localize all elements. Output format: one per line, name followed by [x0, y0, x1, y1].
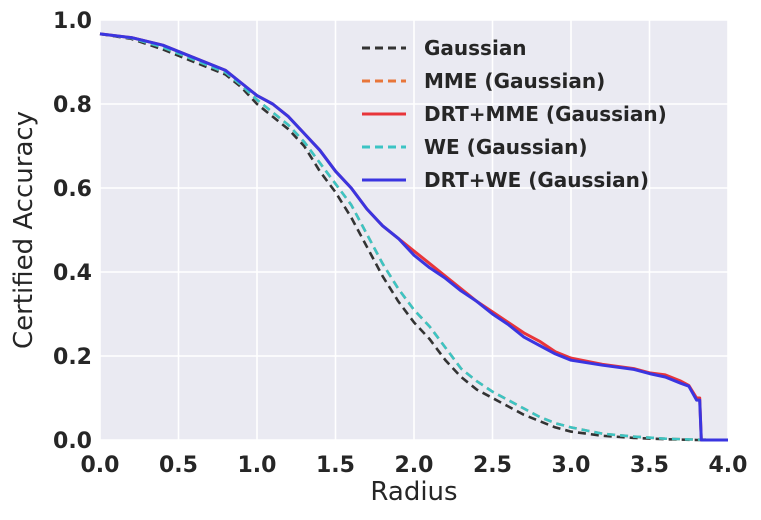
y-tick-label: 0.6 [53, 177, 92, 202]
x-tick-label: 2.0 [395, 453, 434, 478]
series-line-drt-we-gaussian [99, 32, 728, 442]
legend-label: MME (Gaussian) [424, 69, 605, 93]
y-tick-label: 0.0 [53, 429, 92, 454]
legend-label: DRT+WE (Gaussian) [424, 168, 649, 192]
x-tick-label: 4.0 [709, 453, 748, 478]
x-tick-label: 3.5 [630, 453, 669, 478]
legend-label: WE (Gaussian) [424, 135, 588, 159]
legend-label: DRT+MME (Gaussian) [424, 102, 667, 126]
series-layer [99, 32, 729, 442]
x-tick-label: 3.0 [552, 453, 591, 478]
y-tick-label: 1.0 [53, 9, 92, 34]
legend: Gaussian MME (Gaussian) DRT+MME (Gaussian)… [362, 36, 667, 192]
x-tick-label: 1.5 [316, 453, 355, 478]
x-tick-labels: 0.0 0.5 1.0 1.5 2.0 2.5 3.0 3.5 4.0 [81, 453, 748, 478]
x-tick-label: 2.5 [473, 453, 512, 478]
legend-label: Gaussian [424, 36, 527, 60]
y-tick-label: 0.8 [53, 93, 92, 118]
x-tick-label: 1.0 [238, 453, 277, 478]
x-axis-label: Radius [370, 477, 457, 507]
grid-lines [99, 19, 729, 441]
y-tick-labels: 0.0 0.2 0.4 0.6 0.8 1.0 [53, 9, 92, 454]
series-line-gaussian [99, 32, 728, 442]
y-axis-label: Certified Accuracy [9, 111, 39, 349]
y-tick-label: 0.2 [53, 345, 92, 370]
x-tick-label: 0.0 [81, 453, 120, 478]
x-tick-label: 0.5 [159, 453, 198, 478]
y-tick-label: 0.4 [53, 261, 92, 286]
